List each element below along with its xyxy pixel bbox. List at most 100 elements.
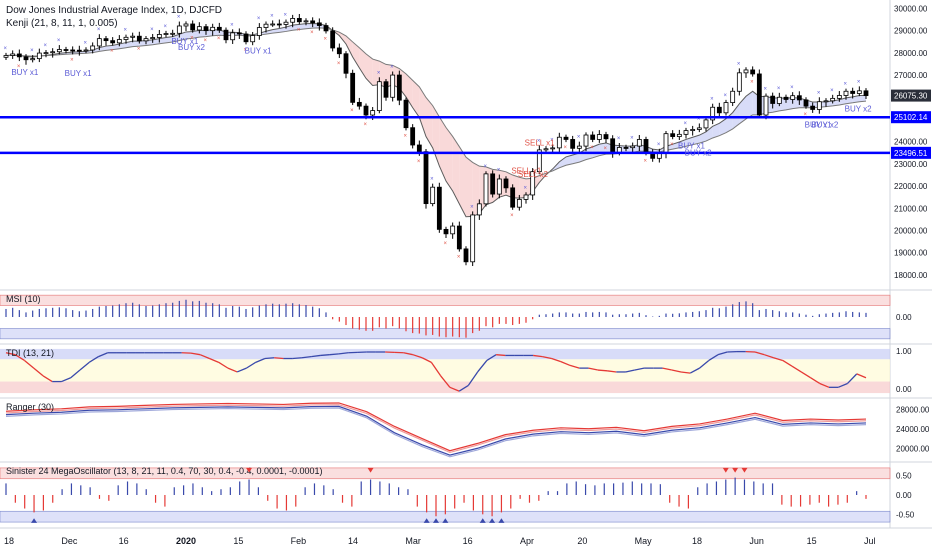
ranger-line: [5, 405, 867, 456]
kenji-cloud-segment: [706, 126, 713, 142]
signal-marker: ×: [177, 15, 181, 21]
ranger-y-tick: 28000.00: [896, 405, 930, 414]
tdi-line-segment: [542, 355, 552, 360]
candle-body: [83, 49, 89, 52]
candle-body: [316, 22, 322, 26]
sell-triangle-marker: [246, 467, 253, 473]
kenji-cloud-segment: [439, 116, 446, 182]
signal-marker: ×: [604, 146, 608, 152]
tdi-band: [0, 348, 890, 360]
kenji-cloud-segment: [859, 95, 866, 102]
tdi-line-segment: [560, 360, 571, 367]
tdi-line-segment: [680, 371, 691, 374]
signal-marker: ×: [350, 108, 354, 114]
signal-marker: ×: [564, 145, 568, 151]
x-axis-tick-label: 15: [233, 536, 243, 546]
candle-body: [183, 23, 189, 27]
candle-body: [270, 23, 276, 26]
candle-body: [530, 171, 536, 196]
megaosc-band: [0, 467, 891, 480]
tdi-line-segment: [421, 357, 432, 363]
candle-body: [523, 194, 529, 200]
kenji-cloud-segment: [592, 144, 600, 158]
signal-marker: ×: [550, 137, 554, 143]
candle-body: [423, 151, 429, 205]
candle-body: [543, 148, 549, 151]
kenji-indicator-label[interactable]: Kenji (21, 8, 11, 1, 0.005): [6, 18, 118, 29]
tdi-line-segment: [671, 369, 682, 373]
signal-marker: ×: [230, 22, 234, 28]
tdi-line-segment: [458, 384, 469, 392]
candle-body: [623, 147, 629, 149]
candle-body: [736, 72, 742, 92]
candle-body: [403, 99, 409, 129]
candle-body: [250, 35, 256, 43]
candle-body: [223, 29, 229, 41]
candle-body: [90, 45, 96, 51]
tdi-line-segment: [717, 351, 728, 356]
tdi-line-segment: [856, 373, 867, 379]
candle-body: [290, 18, 296, 23]
candle-body: [823, 100, 829, 103]
kenji-cloud-segment: [466, 157, 473, 217]
kenji-cloud-segment: [472, 162, 480, 217]
signal-marker: ×: [537, 138, 541, 144]
candle-body: [583, 134, 589, 147]
candle-body: [663, 133, 669, 154]
ranger-title: Ranger (30): [6, 402, 54, 412]
candle-body: [203, 26, 209, 32]
buy-triangle-marker: [31, 518, 38, 523]
kenji-cloud-segment: [566, 154, 573, 166]
signal-marker: ×: [257, 16, 261, 22]
tdi-line-segment: [301, 355, 312, 359]
buy-triangle-marker: [479, 518, 486, 523]
megaosc-y-tick: 0.00: [896, 491, 912, 500]
kenji-cloud-segment: [379, 61, 386, 88]
signal-marker: ×: [844, 82, 848, 88]
tdi-line-segment: [810, 377, 821, 385]
tdi-line-segment: [320, 354, 330, 357]
kenji-slow-line: [5, 27, 867, 180]
candle-body: [350, 72, 356, 103]
candle-body: [556, 136, 562, 149]
candle-body: [116, 39, 122, 44]
signal-label: BUY x1: [171, 37, 199, 46]
price-tag-label: 25102.14: [894, 113, 928, 122]
candle-body: [476, 203, 482, 216]
signal-marker: ×: [57, 38, 61, 44]
signal-marker: ×: [497, 168, 501, 174]
signal-marker: ×: [484, 164, 488, 170]
candle-body: [103, 38, 109, 42]
y-tick-label: 28000.00: [894, 49, 928, 58]
candle-body: [396, 74, 402, 101]
signal-marker: ×: [284, 13, 288, 19]
signal-marker: ×: [324, 37, 328, 43]
x-axis-tick-label: 15: [807, 536, 817, 546]
candle-body: [150, 37, 156, 40]
tdi-title: TDI (13, 21): [6, 348, 54, 358]
candle-body: [363, 105, 369, 116]
price-tag-bg: [891, 146, 931, 159]
y-tick-label: 23000.00: [894, 160, 928, 169]
candle-body: [716, 106, 722, 114]
y-tick-label: 30000.00: [894, 4, 928, 13]
candle-body: [456, 225, 462, 250]
tdi-line-segment: [403, 352, 414, 356]
signal-marker: ×: [124, 28, 128, 34]
candle-body: [336, 47, 342, 55]
signal-marker: ×: [524, 185, 528, 191]
kenji-cloud-segment: [186, 31, 193, 40]
signal-marker: ×: [4, 46, 8, 52]
signal-marker: ×: [164, 24, 168, 30]
candle-body: [283, 21, 289, 25]
tdi-line-segment: [61, 377, 71, 383]
candle-body: [756, 73, 762, 116]
signal-label: BUY x1: [11, 68, 39, 77]
candle-body: [816, 101, 822, 110]
signal-label: BUY x1: [805, 120, 833, 129]
price-tag-label: 26075.30: [894, 92, 928, 101]
kenji-cloud-segment: [152, 38, 160, 45]
tdi-line-segment: [764, 354, 774, 359]
candle-body: [790, 95, 796, 100]
